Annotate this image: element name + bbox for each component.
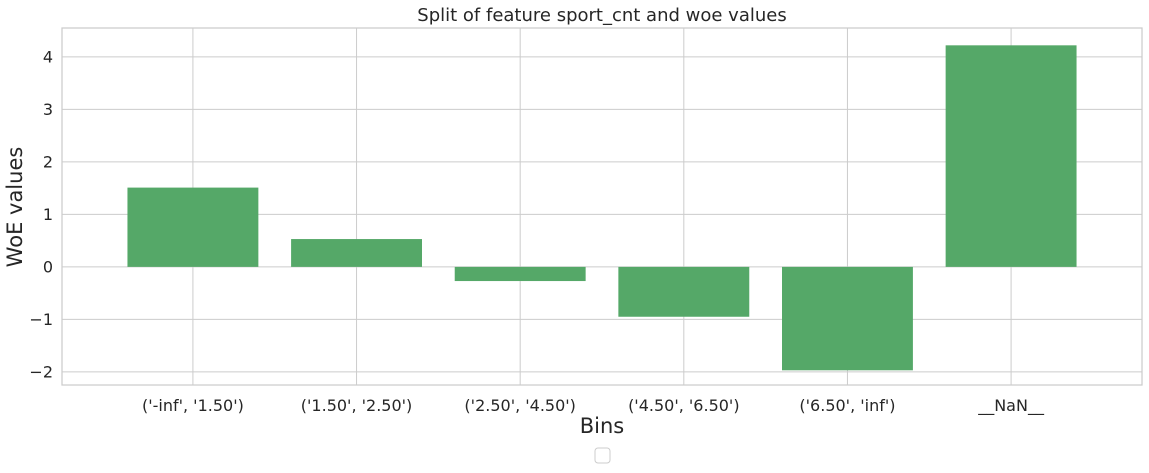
x-tick-label: ('6.50', 'inf') [799, 396, 895, 415]
x-tick-label: ('4.50', '6.50') [628, 396, 740, 415]
legend [594, 447, 611, 464]
bar [454, 266, 586, 282]
y-tick-label: −1 [29, 310, 53, 329]
x-tick-label: ('1.50', '2.50') [301, 396, 413, 415]
plot-frame [61, 27, 1143, 386]
x-tick-label: ('-inf', '1.50') [142, 396, 244, 415]
x-axis-label: Bins [580, 414, 625, 438]
bar [291, 239, 422, 267]
y-axis-label: WoE values [3, 147, 27, 268]
x-tick-label: ('2.50', '4.50') [464, 396, 576, 415]
x-tick-label: __NaN__ [977, 396, 1045, 416]
chart-title: Split of feature sport_cnt and woe value… [417, 5, 786, 26]
bars [127, 45, 1077, 371]
y-tick-label: −2 [29, 362, 53, 381]
ticks: −2 −1 0 1 2 3 4 ('-inf', '1.50') ('1.50', '2.50'… [29, 47, 1045, 416]
y-tick-label: 2 [43, 152, 53, 171]
bar [945, 45, 1077, 267]
bar [127, 187, 259, 267]
y-tick-label: 3 [43, 100, 53, 119]
y-tick-label: 0 [43, 257, 53, 276]
y-tick-label: 1 [43, 205, 53, 224]
bar [782, 266, 913, 371]
y-tick-label: 4 [43, 47, 53, 66]
bar [618, 266, 750, 317]
